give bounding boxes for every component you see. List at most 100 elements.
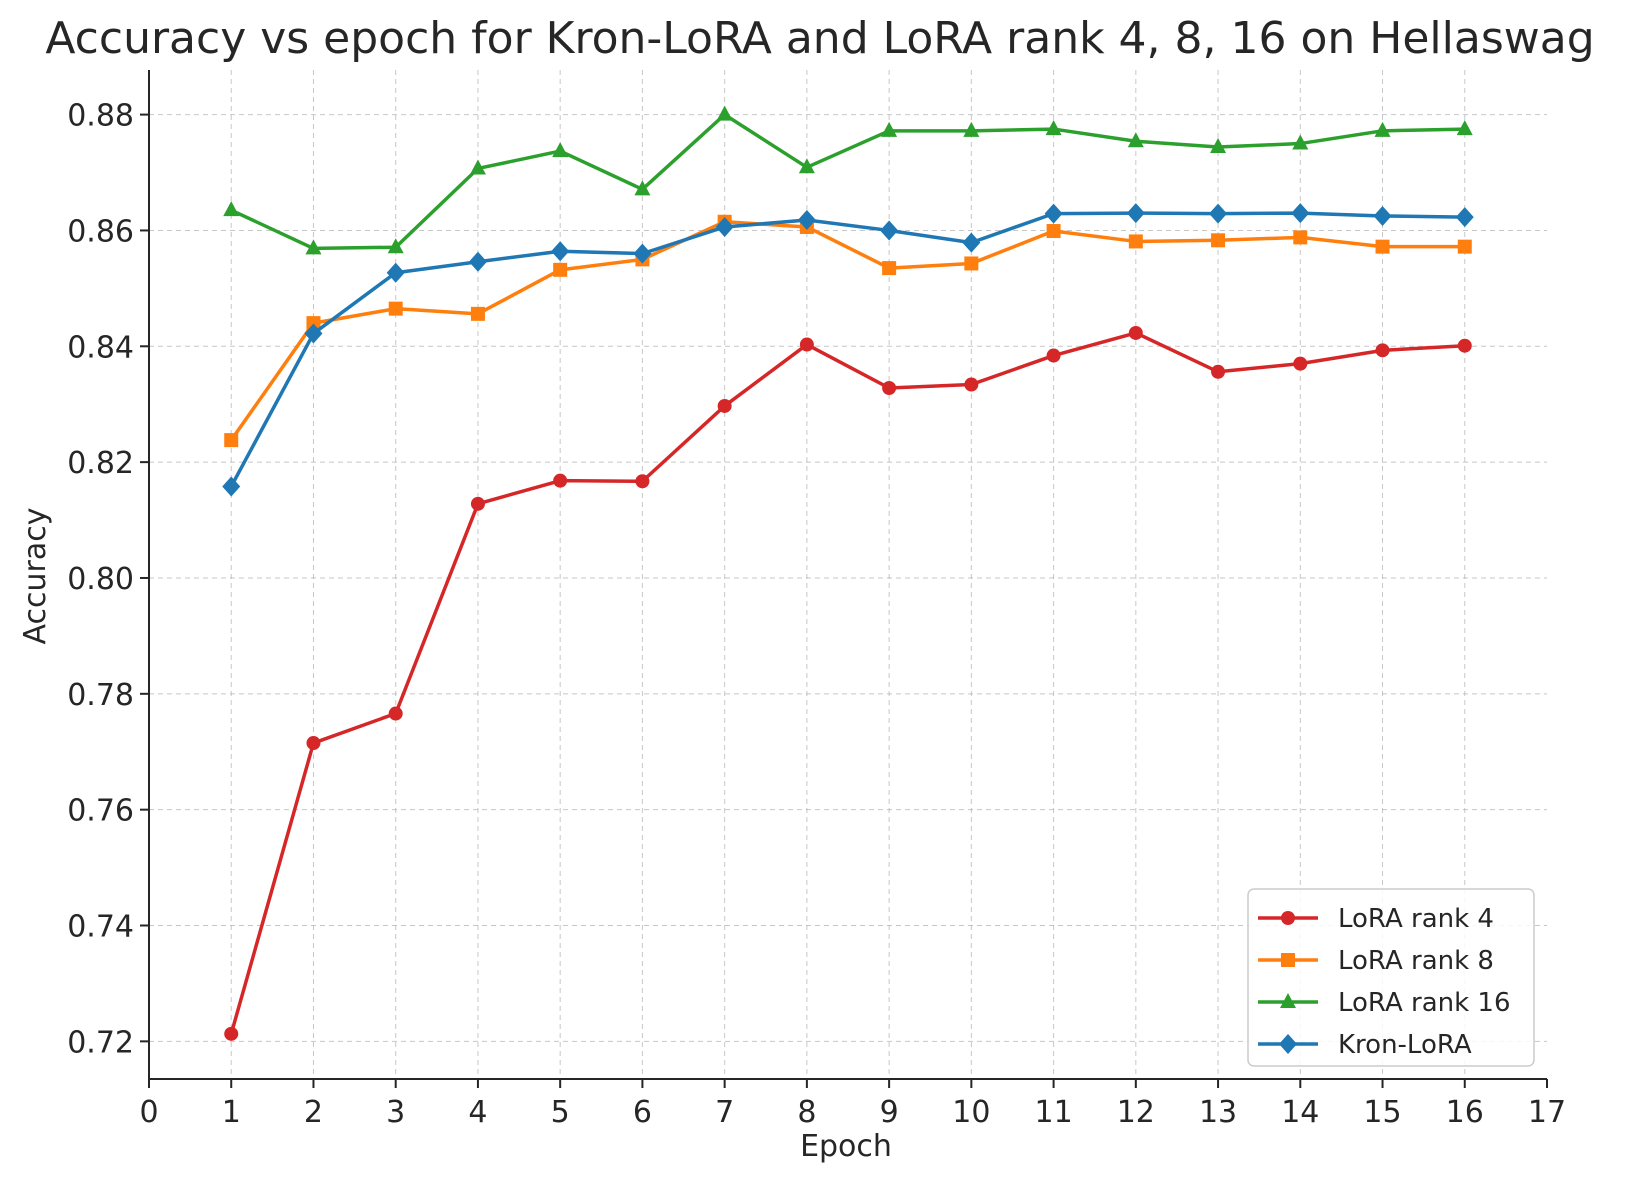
data-point-lora-rank-4 [1128,325,1143,340]
data-point-lora-rank-16 [1374,121,1391,137]
data-point-lora-rank-8 [1211,233,1226,248]
legend: LoRA rank 4 LoRA rank 8 LoRA rank 16 Kron-L… [1247,888,1535,1067]
data-point-lora-rank-4 [388,706,403,721]
x-tick-label: 7 [715,1095,734,1130]
data-point-lora-rank-8 [964,256,979,271]
data-point-lora-rank-8 [553,262,568,277]
data-point-lora-rank-16 [1045,120,1062,136]
data-point-lora-rank-8 [388,301,403,316]
data-point-lora-rank-16 [387,238,404,254]
data-point-lora-rank-4 [882,380,897,395]
x-tick-label: 5 [551,1095,570,1130]
legend-box [1247,888,1535,1067]
x-tick-label: 1 [222,1095,241,1130]
x-tick-label: 15 [1363,1095,1401,1130]
data-point-kron-lora [304,323,323,344]
series-line-kron-lora [229,211,1465,488]
x-tick-label: 2 [304,1095,323,1130]
data-point-lora-rank-8 [1046,224,1061,239]
data-point-lora-rank-4 [1375,343,1390,358]
y-axis-ticks: 0.72 0.74 0.76 0.78 0.80 0.82 0.84 0.86 0.88 [67,99,149,1060]
series-line-lora-rank-8 [229,220,1465,442]
x-tick-label: 0 [139,1095,158,1130]
legend-label: LoRA rank 4 [1338,904,1494,934]
y-tick-label: 0.86 [67,214,134,249]
data-point-kron-lora [1291,203,1310,224]
data-point-lora-rank-16 [716,105,733,121]
data-point-lora-rank-16 [634,180,651,196]
data-point-lora-rank-4 [635,474,650,489]
chart-title: Accuracy vs epoch for Kron-LoRA and LoRA… [45,13,1594,64]
y-tick-label: 0.72 [67,1025,134,1060]
legend-marker [1281,953,1295,967]
data-point-kron-lora [222,476,241,497]
data-point-lora-rank-8 [1375,239,1390,254]
series-lora-rank-16 [223,105,1473,255]
data-point-kron-lora [962,232,981,253]
data-point-lora-rank-8 [470,306,485,321]
data-point-lora-rank-16 [305,239,322,255]
data-point-lora-rank-16 [1210,138,1227,154]
data-point-lora-rank-4 [1293,356,1308,371]
data-point-lora-rank-4 [964,377,979,392]
legend-label: LoRA rank 16 [1338,988,1511,1018]
data-point-lora-rank-4 [224,1026,239,1041]
data-point-kron-lora [551,241,570,262]
legend-marker [1280,993,1296,1008]
data-point-lora-rank-16 [881,121,898,137]
y-tick-label: 0.88 [67,99,134,134]
x-tick-label: 9 [880,1095,899,1130]
data-point-kron-lora [797,210,816,231]
data-point-kron-lora [633,243,652,264]
legend-item-lora-rank-8: LoRA rank 8 [1258,946,1494,976]
data-point-lora-rank-4 [470,496,485,511]
data-point-kron-lora [1126,203,1145,224]
data-point-lora-rank-4 [553,473,568,488]
data-point-lora-rank-8 [1128,234,1143,249]
data-point-kron-lora [1455,207,1474,228]
data-point-lora-rank-4 [799,337,814,352]
data-point-kron-lora [386,262,405,283]
series-group [222,105,1474,1041]
data-point-lora-rank-16 [469,159,486,175]
x-tick-label: 6 [633,1095,652,1130]
data-point-lora-rank-16 [963,121,980,137]
y-tick-label: 0.82 [67,446,134,481]
x-tick-label: 8 [797,1095,816,1130]
x-tick-label: 17 [1528,1095,1566,1130]
series-lora-rank-8 [224,214,1472,448]
data-point-kron-lora [715,216,734,237]
data-point-kron-lora [1209,203,1228,224]
data-point-lora-rank-4 [306,736,321,751]
data-point-lora-rank-16 [1292,134,1309,150]
data-point-kron-lora [1044,203,1063,224]
data-point-kron-lora [468,251,487,272]
legend-item-lora-rank-4: LoRA rank 4 [1258,904,1494,934]
y-tick-label: 0.80 [67,562,134,597]
x-tick-label: 10 [952,1095,990,1130]
legend-label: Kron-LoRA [1338,1030,1472,1060]
x-axis-label: Epoch [800,1129,892,1164]
data-point-lora-rank-8 [1293,230,1308,245]
legend-marker [1279,1034,1297,1054]
data-point-lora-rank-16 [1456,120,1473,136]
x-tick-label: 13 [1199,1095,1237,1130]
x-tick-label: 3 [386,1095,405,1130]
data-point-lora-rank-8 [224,433,239,448]
y-tick-label: 0.76 [67,794,134,829]
x-tick-label: 4 [468,1095,487,1130]
data-point-lora-rank-16 [798,158,815,174]
x-tick-label: 11 [1034,1095,1072,1130]
legend-item-kron-lora: Kron-LoRA [1258,1030,1472,1060]
x-tick-label: 16 [1446,1095,1484,1130]
data-point-kron-lora [880,220,899,241]
series-lora-rank-4 [224,325,1472,1041]
data-point-lora-rank-8 [306,316,321,331]
y-axis-label: Accuracy [18,508,53,645]
legend-marker [1281,911,1295,925]
data-point-lora-rank-4 [1211,364,1226,379]
data-point-lora-rank-4 [1457,338,1472,353]
data-point-lora-rank-4 [717,398,732,413]
data-point-lora-rank-16 [1127,132,1144,148]
